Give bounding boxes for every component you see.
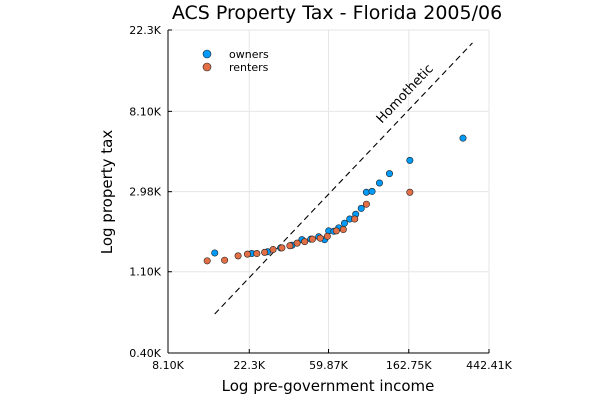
owners-point [368, 187, 376, 195]
y-tick-label: 2.98K [129, 186, 161, 199]
x-tick-label: 8.10K [152, 359, 184, 372]
renters-point [332, 227, 340, 235]
y-tick-label: 22.3K [129, 24, 161, 37]
renters-point [243, 250, 251, 258]
y-tick-label: 0.40K [129, 347, 161, 360]
renters-point [261, 248, 269, 256]
y-ticks: 0.40K 1.10K 2.98K 8.10K 22.3K [129, 24, 172, 360]
x-tick-label: 59.87K [309, 359, 348, 372]
renters-point [339, 226, 347, 234]
renters-point [234, 252, 242, 260]
grid [167, 29, 490, 354]
owners-point [406, 156, 414, 164]
renters-point [221, 256, 229, 264]
legend-marker-owners [202, 49, 212, 59]
homothetic-label: Homothetic [374, 62, 437, 127]
renters-point [203, 257, 211, 265]
owners-point [357, 204, 365, 212]
renters-point [278, 244, 286, 252]
renters-point [362, 200, 370, 208]
renters-point [308, 235, 316, 243]
reference-layer: Homothetic [214, 42, 473, 315]
legend-label-owners: owners [229, 48, 269, 61]
renters-point [293, 239, 301, 247]
renters-point [406, 188, 414, 196]
chart-title: ACS Property Tax - Florida 2005/06 [172, 2, 502, 24]
owners-point [340, 219, 348, 227]
owners-point [211, 249, 219, 257]
y-axis-title: Log property tax [98, 130, 116, 255]
x-tick-label: 22.3K [233, 359, 265, 372]
x-axis-title: Log pre-government income [222, 377, 435, 395]
renters-point [323, 232, 331, 240]
renters-point [316, 234, 324, 242]
owners-point [375, 179, 383, 187]
owners-point [459, 134, 467, 142]
x-tick-label: 162.75K [386, 359, 432, 372]
legend-label-renters: renters [229, 61, 269, 74]
homothetic-line [214, 42, 473, 315]
renters-point [301, 238, 309, 246]
points [203, 134, 467, 265]
x-tick-label: 442.41K [466, 359, 512, 372]
legend-marker-renters [202, 62, 212, 72]
y-tick-label: 1.10K [129, 266, 161, 279]
renters-point [286, 242, 294, 250]
renters-point [351, 215, 359, 223]
x-ticks: 8.10K 22.3K 59.87K 162.75K 442.41K [152, 349, 513, 372]
owners-point [362, 188, 370, 196]
renters-point [269, 246, 277, 254]
owners-point [385, 170, 393, 178]
renters-point [253, 250, 261, 258]
y-tick-label: 8.10K [129, 105, 161, 118]
